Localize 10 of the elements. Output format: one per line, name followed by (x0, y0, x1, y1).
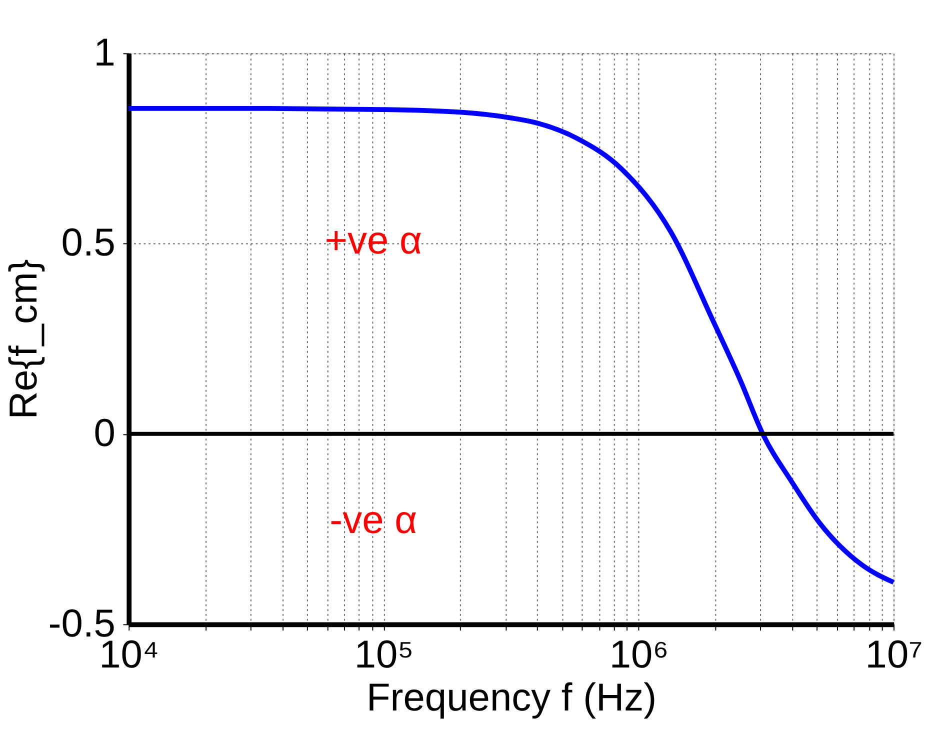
annotation: +ve α (324, 219, 422, 262)
y-tick-label: 0 (94, 412, 116, 456)
x-axis-title: Frequency f (Hz) (366, 676, 657, 720)
x-tick-label: 10⁶ (609, 634, 669, 677)
x-tick-label: 10⁵ (354, 634, 414, 677)
x-tick-label: 10⁷ (865, 634, 923, 677)
y-tick-label: 1 (94, 31, 116, 74)
y-tick-label: 0.5 (61, 222, 116, 265)
annotation: -ve α (330, 499, 418, 542)
y-axis-title: Re{f_cm} (2, 259, 46, 420)
